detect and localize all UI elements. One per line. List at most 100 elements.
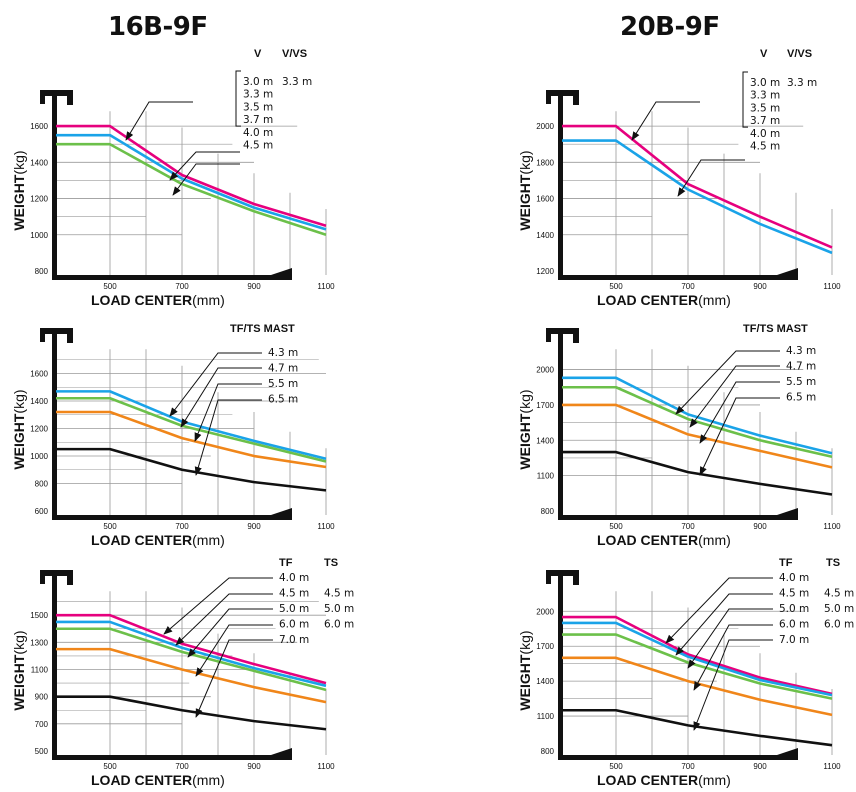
column-header: TF bbox=[779, 557, 793, 569]
x-tick-label: 900 bbox=[753, 762, 767, 771]
axis-cap-left bbox=[546, 570, 551, 584]
series-line bbox=[56, 447, 327, 492]
x-tick-label: 900 bbox=[247, 762, 261, 771]
x-tick-label: 900 bbox=[753, 282, 767, 291]
leader-arrow bbox=[699, 397, 780, 476]
y-tick-label: 1100 bbox=[31, 666, 49, 675]
leader-arrow bbox=[693, 624, 773, 691]
leader-arrow bbox=[195, 624, 273, 677]
series-line bbox=[562, 403, 833, 469]
y-tick-label: 700 bbox=[35, 720, 49, 729]
mast-height-label: 3.0 m bbox=[750, 77, 780, 89]
x-axis-title: LOAD CENTER(mm) bbox=[597, 292, 731, 308]
axis-cap-left bbox=[40, 90, 45, 104]
y-tick-label: 1400 bbox=[536, 677, 554, 686]
series-line bbox=[562, 376, 833, 455]
series-line bbox=[56, 627, 327, 692]
x-tick-label: 1100 bbox=[317, 762, 335, 771]
leader-arrow bbox=[675, 350, 780, 415]
mast-height-label: 4.0 m bbox=[279, 572, 309, 584]
y-tick-label: 1200 bbox=[30, 425, 48, 434]
x-axis-wedge bbox=[52, 508, 292, 520]
series-line bbox=[562, 124, 833, 249]
mast-height-label: 7.0 m bbox=[779, 634, 809, 646]
axis-cap bbox=[40, 90, 73, 105]
y-tick-label: 2000 bbox=[536, 122, 554, 131]
x-axis-wedge bbox=[558, 268, 798, 280]
y-tick-label: 800 bbox=[35, 267, 49, 276]
x-tick-label: 1100 bbox=[317, 522, 335, 531]
leader-arrow bbox=[194, 399, 262, 476]
x-tick-label: 700 bbox=[175, 762, 189, 771]
x-tick-label: 700 bbox=[681, 762, 695, 771]
y-axis-bar bbox=[558, 90, 563, 275]
leader-arrow bbox=[194, 383, 262, 442]
y-tick-label: 1600 bbox=[30, 122, 48, 131]
mast-height-label: 6.0 m bbox=[279, 619, 309, 631]
series-line bbox=[56, 133, 327, 231]
x-tick-label: 500 bbox=[103, 282, 117, 291]
mast-height-label: 4.3 m bbox=[268, 347, 298, 359]
x-axis-wedge bbox=[558, 508, 798, 520]
mast-height-label: 4.5 m bbox=[279, 588, 309, 600]
x-tick-label: 1100 bbox=[317, 282, 335, 291]
leader-arrow bbox=[163, 577, 273, 635]
mast-height-label: 4.5 m bbox=[243, 140, 273, 152]
chart-4: 800 1100 1400 1700 2000 500 700 900 1100 WEIGHT(k… bbox=[517, 323, 841, 548]
x-axis-wedge bbox=[52, 748, 292, 760]
mast-height-label: 4.5 m bbox=[324, 588, 354, 600]
axis-cap bbox=[40, 328, 73, 343]
mast-height-label: 5.5 m bbox=[786, 376, 816, 388]
x-tick-label: 1100 bbox=[823, 762, 841, 771]
mast-height-label: 6.0 m bbox=[824, 619, 854, 631]
axis-cap bbox=[546, 570, 579, 585]
mast-height-label: 4.7 m bbox=[786, 361, 816, 373]
axis-cap bbox=[546, 90, 579, 105]
mast-height-label: 7.0 m bbox=[279, 634, 309, 646]
y-axis-bar bbox=[52, 328, 57, 515]
y-tick-label: 1600 bbox=[536, 195, 554, 204]
column-header: V/VS bbox=[787, 48, 812, 60]
chart-1: 800 1000 1200 1400 1600 500 700 900 1100 WEIGHT(k… bbox=[11, 48, 335, 308]
mast-height-label: 5.0 m bbox=[279, 603, 309, 615]
y-tick-label: 2000 bbox=[536, 607, 554, 616]
x-tick-label: 500 bbox=[103, 522, 117, 531]
y-tick-label: 1700 bbox=[536, 401, 554, 410]
column-header: TF/TS MAST bbox=[743, 323, 808, 335]
axis-cap bbox=[40, 570, 73, 585]
chart-2: 1200 1400 1600 1800 2000 500 700 900 1100 WEIGHT(… bbox=[517, 48, 841, 308]
series-line bbox=[56, 620, 327, 688]
column-header: TF/TS MAST bbox=[230, 323, 295, 335]
mast-height-label: 4.5 m bbox=[779, 588, 809, 600]
mast-height-label: 3.5 m bbox=[750, 102, 780, 114]
y-tick-label: 2000 bbox=[536, 366, 554, 375]
y-axis-bar bbox=[558, 570, 563, 755]
column-header: V bbox=[254, 48, 262, 60]
y-tick-label: 1200 bbox=[30, 195, 48, 204]
chart-6: 800 1100 1400 1700 2000 500 700 900 1100 WEIGHT(k… bbox=[517, 557, 854, 788]
leader-arrow bbox=[693, 639, 773, 731]
leader-arrow bbox=[689, 365, 780, 428]
y-axis-title: WEIGHT(kg) bbox=[517, 389, 533, 469]
y-axis-title: WEIGHT(kg) bbox=[517, 150, 533, 230]
leader-arrow bbox=[169, 151, 240, 181]
leader-arrow bbox=[172, 163, 240, 196]
y-tick-label: 1000 bbox=[30, 452, 48, 461]
series-line bbox=[562, 385, 833, 459]
mast-height-label: 3.5 m bbox=[243, 101, 273, 113]
series-line bbox=[562, 621, 833, 697]
mast-height-label: 6.5 m bbox=[786, 392, 816, 404]
axis-cap bbox=[546, 328, 579, 343]
x-tick-label: 700 bbox=[681, 282, 695, 291]
leader-arrow bbox=[687, 608, 773, 669]
x-tick-label: 500 bbox=[103, 762, 117, 771]
y-tick-label: 1400 bbox=[30, 158, 48, 167]
y-tick-label: 500 bbox=[35, 747, 49, 756]
y-tick-label: 1700 bbox=[536, 642, 554, 651]
leader-arrow bbox=[675, 593, 773, 656]
column-header: TF bbox=[279, 557, 293, 569]
axis-cap-left bbox=[546, 328, 551, 342]
y-tick-label: 1200 bbox=[536, 267, 554, 276]
mast-height-label: 3.3 m bbox=[243, 89, 273, 101]
x-tick-label: 700 bbox=[175, 522, 189, 531]
